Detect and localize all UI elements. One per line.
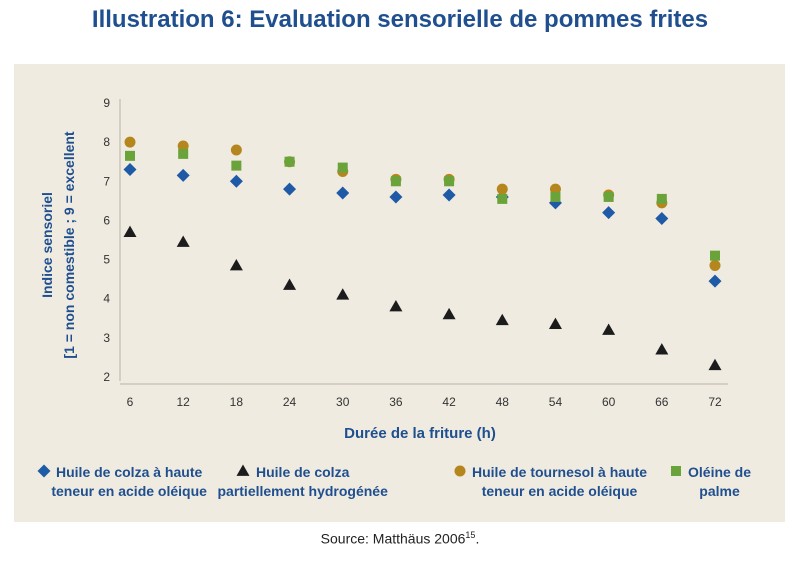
y-ticks: 2 3 4 5 6 7 8 9 [103,96,110,384]
legend-label-line2: palme [699,483,740,499]
y-axis-label-line1: Indice sensoriel [39,192,55,298]
x-tick-label: 72 [708,395,722,409]
source-prefix: Source: [320,530,369,547]
data-point-circle [549,183,561,195]
x-tick-label: 48 [496,395,510,409]
x-axis-label: Durée de la friture (h) [344,425,496,442]
data-point-diamond [655,211,669,225]
x-tick-label: 42 [442,395,456,409]
data-point-square [390,176,401,187]
data-point-diamond [283,182,297,196]
legend-item-2: Huile de colza partiellement hydrogénée [217,464,388,499]
x-tick-label: 36 [389,395,403,409]
data-point-circle [496,183,508,195]
y-tick-label: 2 [103,370,110,384]
source-suffix: . [475,530,480,547]
y-tick-label: 8 [103,135,110,149]
data-point-triangle [442,307,456,320]
data-point-diamond [389,190,403,204]
series-1 [123,163,722,288]
page-title: Illustration 6: Evaluation sensorielle d… [91,6,709,33]
data-point-square [125,150,135,161]
data-point-circle [709,259,721,271]
y-tick-label: 9 [103,96,110,110]
data-point-circle [124,136,136,148]
data-point-square [550,191,561,202]
legend-label-line2: teneur en acide oléique [51,483,207,499]
chart-panel [14,64,785,522]
x-tick-label: 6 [127,395,134,409]
source-footnote: 15 [465,530,476,540]
legend-item-4: Oléine de palme [671,464,751,499]
data-point-diamond [336,186,350,200]
series-2 [123,225,722,371]
x-tick-label: 30 [336,395,350,409]
legend-marker-circle [454,465,466,477]
data-points [123,136,722,371]
data-point-square [444,176,455,187]
data-point-triangle [336,288,350,300]
y-tick-label: 3 [103,331,110,345]
data-point-diamond [229,174,243,188]
x-tick-label: 66 [655,395,669,409]
legend-label-line1: Huile de colza à haute [56,464,202,480]
data-point-triangle [123,225,137,238]
data-point-circle [230,144,242,156]
x-tick-label: 18 [230,395,244,409]
axes [119,99,728,385]
data-point-square [710,250,720,261]
legend-item-3: Huile de tournesol à haute teneur en acid… [454,464,647,499]
source-text: Matthäus 2006 [368,530,466,547]
series-4 [125,148,720,261]
x-tick-label: 24 [283,395,297,409]
scatter-chart: 2 3 4 5 6 7 8 9 6 12 18 24 30 36 42 48 54 60 66 72 Durée d… [37,96,751,499]
data-point-square [231,160,242,171]
data-point-square [656,193,667,204]
legend-label-line1: Huile de colza [256,464,350,480]
data-point-triangle [389,300,403,312]
data-point-diamond [176,168,190,182]
data-point-diamond [442,188,456,202]
data-point-diamond [708,274,722,288]
series-3 [124,136,721,271]
y-tick-label: 5 [103,253,110,267]
data-point-triangle [283,278,297,290]
legend: Huile de colza à haute teneur en acide ol… [37,464,751,499]
data-point-triangle [602,323,616,335]
legend-marker-diamond [37,464,51,478]
data-point-triangle [708,358,722,371]
y-tick-label: 6 [103,213,110,227]
legend-label-line1: Huile de tournesol à haute [472,464,647,480]
legend-marker-square [671,466,681,476]
x-tick-label: 54 [549,395,563,409]
x-ticks: 6 12 18 24 30 36 42 48 54 60 66 72 [127,395,722,409]
source-note: Source: Matthäus 200615. [0,530,800,547]
data-point-square [603,191,614,202]
y-axis-label-line2: [1 = non comestible ; 9 = excellent [61,131,77,359]
data-point-triangle [176,235,190,247]
legend-item-1: Huile de colza à haute teneur en acide ol… [37,464,207,499]
data-point-triangle [495,313,509,326]
data-point-circle [177,140,189,152]
legend-marker-triangle [236,464,250,476]
legend-label-line2: teneur en acide oléique [482,483,638,499]
data-point-triangle [655,343,669,355]
data-point-square [337,162,348,173]
data-point-diamond [602,206,616,220]
data-point-diamond [123,163,137,177]
data-point-square [497,193,508,204]
y-tick-label: 7 [103,174,110,188]
y-tick-label: 4 [103,292,110,306]
x-tick-label: 60 [602,395,616,409]
legend-label-line2: partiellement hydrogénée [217,483,388,499]
data-point-square [284,156,295,167]
legend-label-line1: Oléine de [688,464,751,480]
x-tick-label: 12 [177,395,191,409]
data-point-square [178,148,189,159]
data-point-triangle [229,258,243,271]
data-point-triangle [548,317,562,330]
